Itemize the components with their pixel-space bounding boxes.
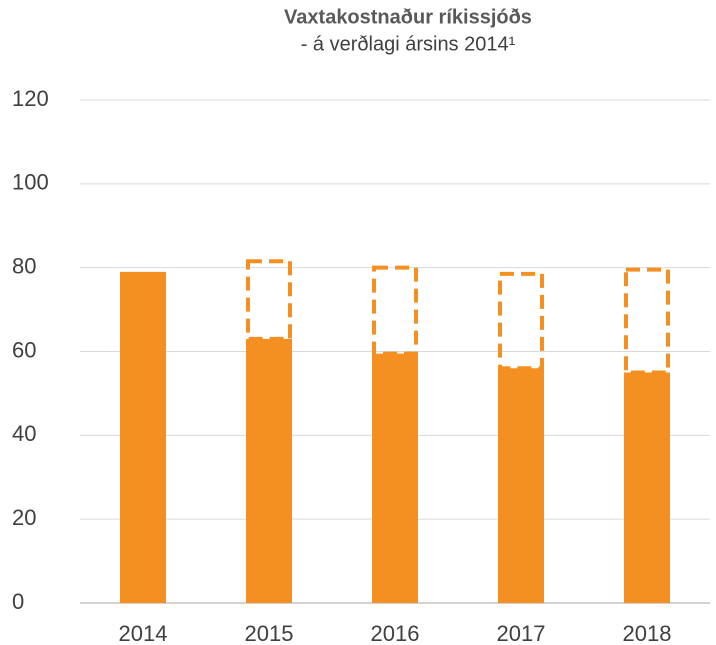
y-tick-label: 120: [12, 86, 49, 111]
bar-segment: [120, 271, 166, 603]
bar-segment-dashed: [246, 259, 292, 341]
bar-segment: [372, 353, 418, 603]
y-tick-label: 40: [12, 421, 36, 446]
bar-segment-dashed: [372, 265, 418, 356]
y-tick-label: 60: [12, 337, 36, 362]
y-tick-label: 100: [12, 170, 49, 195]
x-tick-label: 2016: [371, 621, 420, 645]
chart-subtitle: - á verðlagi ársins 2014¹: [301, 33, 516, 55]
x-tick-label: 2017: [497, 621, 546, 645]
bar-segment: [624, 372, 670, 603]
chart-title: Vaxtakostnaður ríkissjóðs: [284, 6, 532, 28]
bar-segment-dashed: [624, 267, 670, 375]
bar-segment: [246, 338, 292, 603]
y-tick-label: 80: [12, 253, 36, 278]
x-tick-label: 2014: [119, 621, 168, 645]
x-tick-label: 2015: [245, 621, 294, 645]
y-tick-label: 20: [12, 505, 36, 530]
bar-segment: [498, 368, 544, 603]
bar-segment-dashed: [498, 271, 544, 371]
y-tick-label: 0: [12, 589, 24, 614]
x-tick-label: 2018: [623, 621, 672, 645]
